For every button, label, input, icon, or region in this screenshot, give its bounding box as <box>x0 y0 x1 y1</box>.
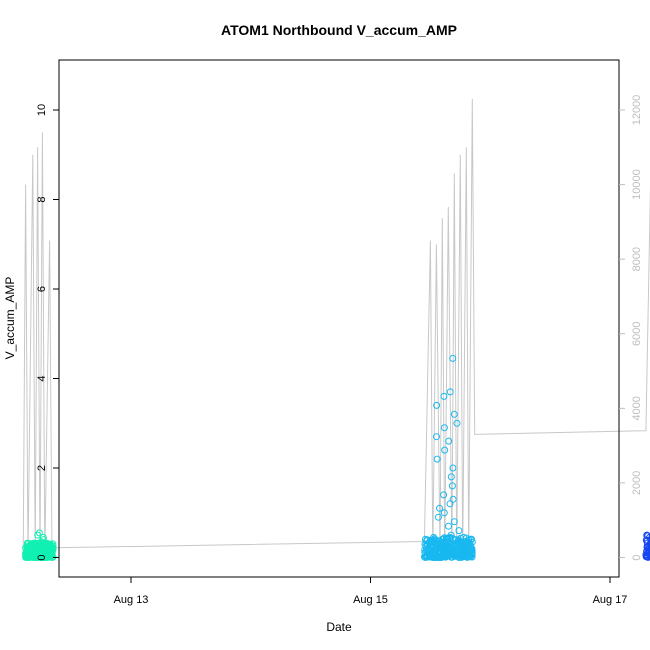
data-point <box>648 534 650 540</box>
y-right-tick-label: 12000 <box>631 95 643 126</box>
data-point <box>457 541 464 549</box>
data-point <box>467 544 474 552</box>
data-point <box>441 446 449 454</box>
data-point <box>447 531 455 539</box>
data-point <box>422 542 430 550</box>
data-point <box>445 522 452 530</box>
data-point <box>463 534 470 542</box>
data-point <box>433 455 441 463</box>
data-point <box>34 531 42 539</box>
data-point <box>447 473 455 481</box>
data-point <box>422 552 430 560</box>
x-tick-label: Aug 13 <box>114 594 149 606</box>
data-point <box>449 354 457 362</box>
data-point <box>646 551 650 559</box>
y-right-tick-label: 10000 <box>631 169 643 200</box>
data-point <box>445 543 453 551</box>
data-point <box>647 539 650 547</box>
y-right-tick-label: 6000 <box>631 322 643 346</box>
data-point <box>462 543 470 551</box>
chart-title: ATOM1 Northbound V_accum_AMP <box>221 22 457 38</box>
data-point <box>455 527 463 535</box>
data-point <box>449 495 457 503</box>
data-point <box>466 540 474 548</box>
data-point <box>429 541 436 549</box>
y-tick-label: 2 <box>36 465 48 471</box>
data-point <box>467 536 475 544</box>
y-axis-right: 0 2000 4000 6000 8000 10000 12000 <box>619 95 643 561</box>
y-tick-label: 8 <box>36 196 48 202</box>
y-tick-label: 4 <box>36 375 48 381</box>
data-point <box>33 552 41 559</box>
data-point <box>446 547 454 555</box>
data-point <box>37 538 45 546</box>
data-point <box>448 482 456 490</box>
data-point <box>450 410 458 418</box>
data-point <box>430 537 438 544</box>
data-point <box>450 518 458 526</box>
data-point <box>440 534 448 542</box>
data-point <box>445 437 453 445</box>
data-point <box>450 549 458 557</box>
data-point <box>439 546 447 554</box>
secondary-series-line <box>22 98 650 558</box>
data-point <box>37 550 45 557</box>
data-point <box>449 464 457 472</box>
data-point <box>429 550 437 558</box>
secondary-line-layer <box>22 98 650 558</box>
data-point <box>45 546 53 554</box>
data-point <box>33 545 41 553</box>
data-point <box>440 424 448 432</box>
point-cluster-2 <box>421 354 476 561</box>
data-point <box>421 535 429 543</box>
y-right-tick-label: 2000 <box>631 471 643 495</box>
data-point <box>38 546 46 554</box>
data-point <box>458 553 466 561</box>
data-point <box>35 529 43 537</box>
y-tick-label: 6 <box>36 286 48 292</box>
x-axis-label: Date <box>326 620 352 634</box>
data-point <box>433 433 440 441</box>
data-point <box>421 546 429 554</box>
data-point <box>648 552 650 559</box>
data-point <box>442 536 450 544</box>
data-point <box>43 552 51 560</box>
data-point <box>644 544 650 551</box>
y-right-tick-label: 0 <box>631 554 643 560</box>
data-point <box>434 513 442 521</box>
plot-frame <box>58 59 620 578</box>
data-point <box>440 392 448 400</box>
y-tick-label: 0 <box>36 554 48 560</box>
data-point <box>648 540 650 547</box>
data-point <box>436 504 443 512</box>
x-tick-label: Aug 17 <box>593 594 628 606</box>
data-points-layer <box>22 354 650 561</box>
data-point <box>39 536 47 544</box>
y-axis-left: 0 2 4 6 8 10 <box>36 104 59 561</box>
data-point <box>44 553 52 561</box>
data-point <box>647 539 650 546</box>
x-tick-label: Aug 15 <box>353 594 388 606</box>
y-right-tick-label: 8000 <box>631 247 643 271</box>
data-point <box>42 540 49 548</box>
data-point <box>440 491 448 499</box>
data-point <box>648 549 650 555</box>
data-point <box>25 549 32 557</box>
y-tick-label: 10 <box>36 104 48 116</box>
data-point <box>457 551 465 559</box>
y-right-tick-label: 4000 <box>631 396 643 420</box>
y-axis-label: V_accum_AMP <box>3 277 17 360</box>
data-point <box>440 509 448 517</box>
data-point <box>453 419 461 427</box>
point-cluster-1 <box>22 529 57 561</box>
data-point <box>448 553 456 561</box>
data-point <box>435 537 443 545</box>
point-cluster-3 <box>642 531 650 561</box>
data-point <box>446 388 454 396</box>
data-point <box>467 535 475 543</box>
data-point <box>433 401 441 409</box>
